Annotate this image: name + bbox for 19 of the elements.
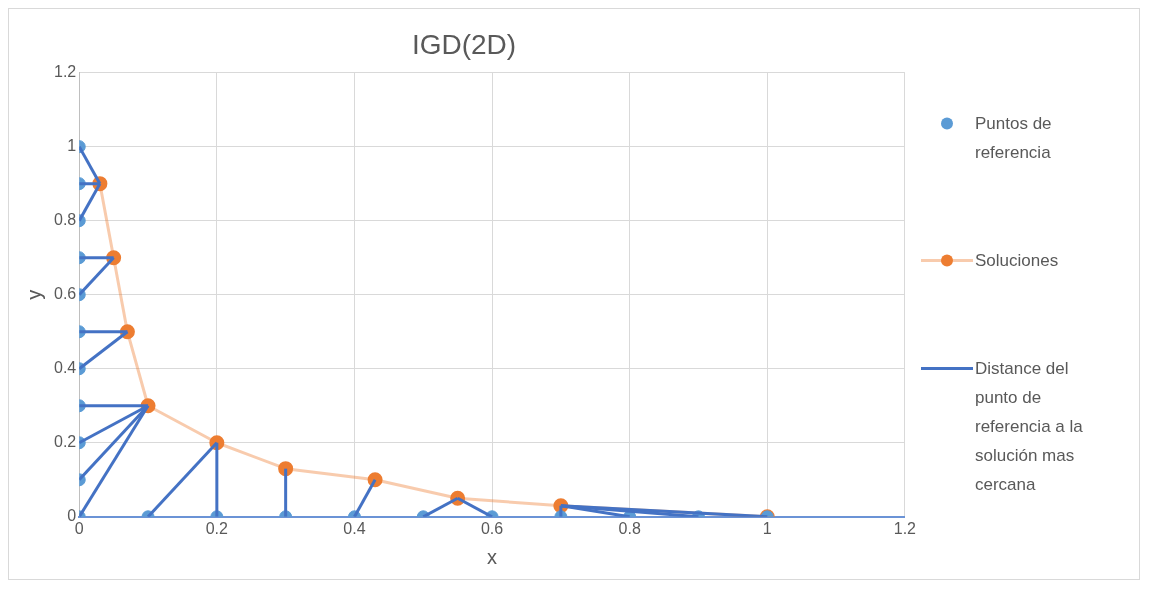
chart-title: IGD(2D) xyxy=(411,28,517,60)
y-tick-label: 1 xyxy=(67,137,77,155)
y-axis-title: y xyxy=(22,289,45,300)
y-tick-label: 0.2 xyxy=(53,433,77,451)
y-tick-label: 0.6 xyxy=(53,285,77,303)
y-tick-label: 1.2 xyxy=(53,63,77,81)
y-tick-label: 0.4 xyxy=(53,359,77,377)
x-tick-label: 0.8 xyxy=(618,519,641,537)
y-tick-label: 0 xyxy=(67,507,77,525)
legend-label: Puntos de referencia xyxy=(975,112,1053,164)
x-tick-label: 1 xyxy=(762,519,772,537)
x-tick-label: 1.2 xyxy=(893,519,917,537)
x-axis-title: x xyxy=(487,545,498,568)
x-tick-label: 0.6 xyxy=(480,519,504,537)
legend-label: Soluciones xyxy=(975,250,1060,272)
legend-label: Distance del punto de referencia a la solución mas cercana xyxy=(975,358,1084,497)
x-tick-label: 0.2 xyxy=(205,519,229,537)
y-tick-label: 0.8 xyxy=(53,211,77,229)
x-tick-label: 0.4 xyxy=(343,519,366,537)
